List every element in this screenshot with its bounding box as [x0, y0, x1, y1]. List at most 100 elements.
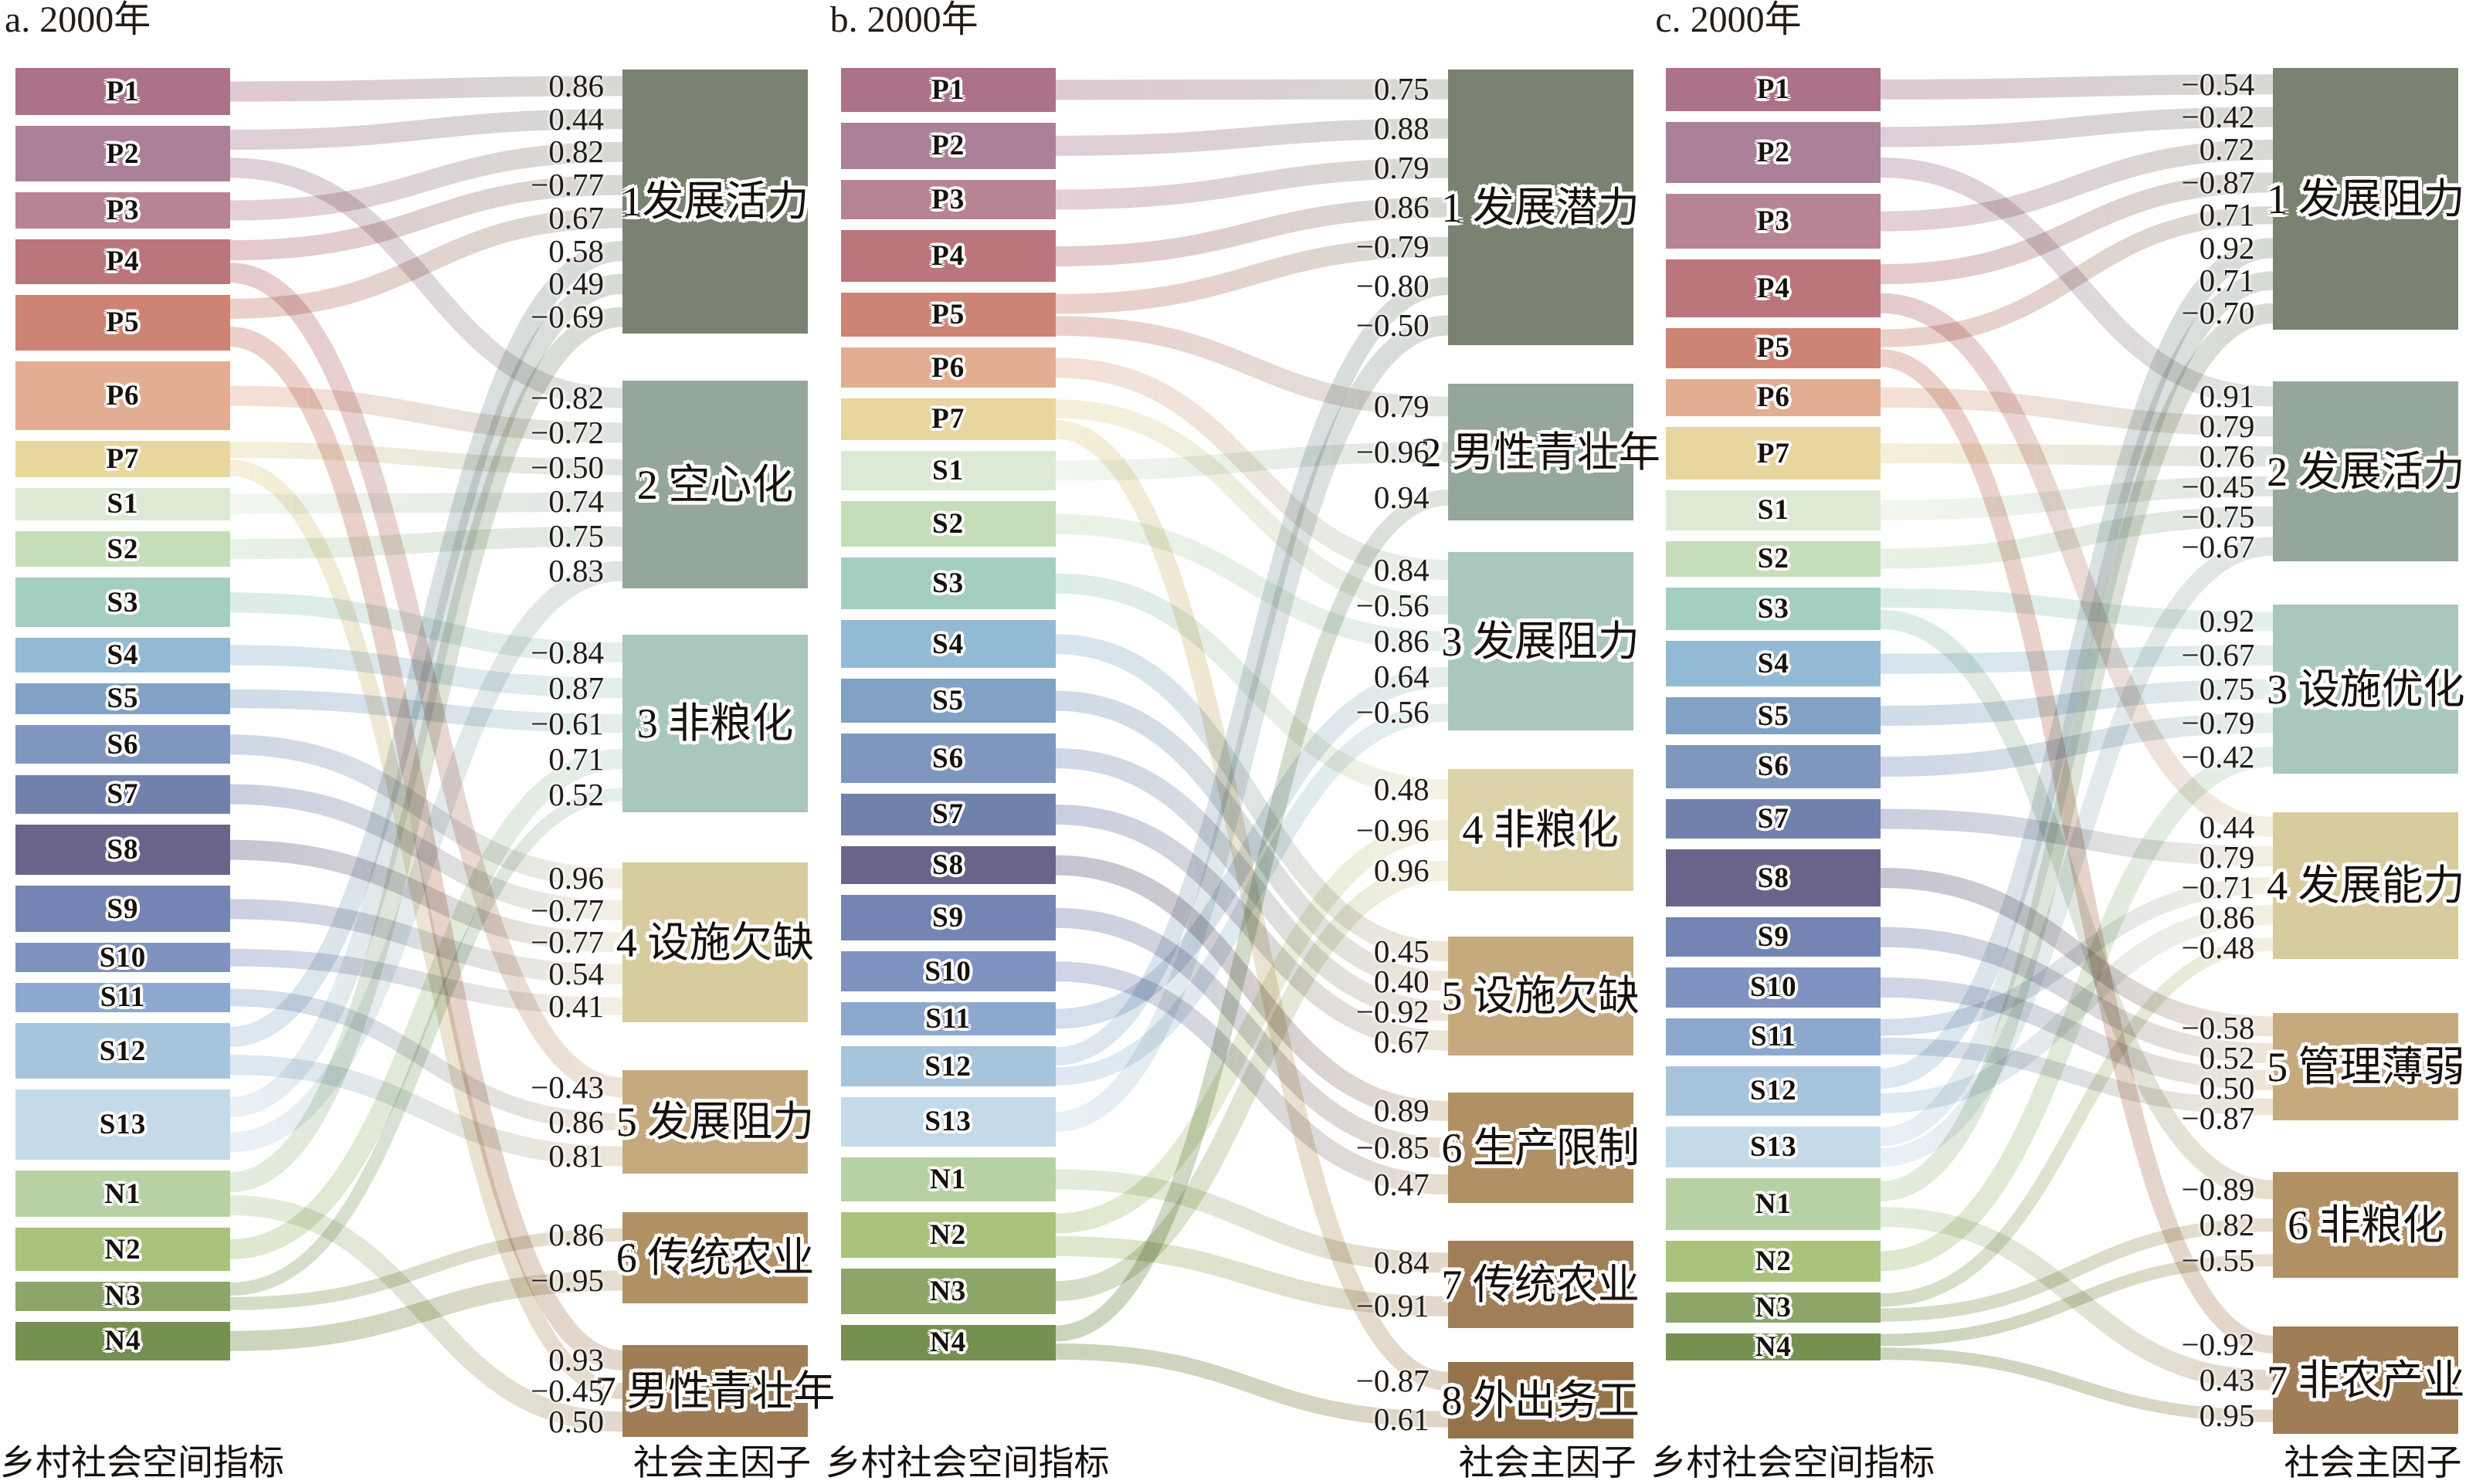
- indicator-bar-p7: P7: [15, 441, 230, 477]
- loading-value: −0.50: [1355, 307, 1430, 344]
- flow-ribbon: [1055, 634, 1448, 962]
- indicator-label: S9: [1757, 921, 1789, 954]
- indicator-label: N1: [104, 1177, 141, 1210]
- indicator-bar-p3: P3: [15, 192, 230, 229]
- factor-box-6: 6 生产限制: [1441, 1093, 1640, 1203]
- factor-label: 2 男性青壮年: [1420, 429, 1660, 476]
- indicator-label: S1: [1757, 494, 1789, 527]
- indicator-label: S10: [99, 941, 147, 974]
- loading-value: 0.87: [548, 669, 604, 706]
- indicator-label: P5: [106, 307, 140, 339]
- indicator-bar-s13: S13: [15, 1089, 230, 1160]
- flow-ribbon: [1881, 172, 2274, 285]
- indicator-label: S5: [107, 683, 139, 715]
- factor-label: 7 传统农业: [1441, 1261, 1640, 1308]
- indicator-bar-s9: S9: [1666, 916, 1881, 957]
- right-axis-label: 社会主因子: [1458, 1443, 1637, 1482]
- factor-loadings: −0.58 0.52 0.50 −0.87: [2052, 1010, 2255, 1134]
- loading-value: −0.61: [531, 705, 604, 741]
- indicator-label: S5: [1757, 700, 1789, 732]
- loading-value: 0.58: [548, 232, 604, 269]
- indicator-bar-n3: N3: [840, 1268, 1056, 1314]
- loading-value: 0.88: [1373, 110, 1430, 147]
- factor-loadings: −0.54 −0.42 0.72 −0.87 0.71 0.92 0.71 −0.70: [2052, 68, 2254, 330]
- loading-value: 0.79: [1373, 150, 1430, 186]
- loading-value: 0.86: [1373, 623, 1430, 659]
- factor-loadings: 0.93 −0.45 0.50: [402, 1342, 604, 1439]
- flow-ribbon: [1881, 905, 2274, 1113]
- factor-box-2: 2 男性青壮年: [1420, 384, 1660, 520]
- loading-value: 0.41: [548, 988, 604, 1024]
- loading-value: −0.92: [1355, 993, 1430, 1029]
- loading-value: 0.75: [1373, 71, 1430, 107]
- indicator-bar-s7: S7: [15, 774, 230, 814]
- flow-ribbon: [1881, 645, 2274, 674]
- flow-ribbon: [1055, 357, 1448, 581]
- loading-value: 0.50: [548, 1403, 604, 1439]
- flow-ribbon: [229, 158, 623, 408]
- indicator-bar-s11: S11: [1666, 1018, 1881, 1055]
- indicator-label: P4: [1756, 273, 1790, 305]
- flow-ribbon: [229, 988, 623, 1131]
- flow-ribbons: [1054, 79, 1449, 1428]
- factor-label: 6 非粮化: [2288, 1201, 2444, 1249]
- flow-ribbon: [229, 109, 623, 151]
- indicator-label: S9: [107, 893, 139, 925]
- loading-value: 0.93: [548, 1342, 604, 1378]
- flow-ribbon: [1881, 157, 2274, 407]
- indicator-bar-p7: P7: [840, 398, 1056, 440]
- indicator-label: S13: [1750, 1131, 1797, 1164]
- loading-value: −0.56: [1355, 694, 1430, 730]
- indicator-label: N4: [104, 1325, 141, 1357]
- factor-label: 7 非农产业: [2267, 1357, 2465, 1404]
- flow-ribbon: [1055, 118, 1448, 156]
- flow-ribbon: [229, 442, 623, 476]
- flow-ribbon: [229, 526, 623, 560]
- indicator-bar-p3: P3: [840, 179, 1056, 220]
- loading-value: 0.72: [2199, 131, 2255, 168]
- indicator-bar-s10: S10: [840, 951, 1056, 991]
- factor-loadings: 0.79 −0.96 0.94: [1227, 384, 1430, 520]
- indicator-label: S2: [1757, 543, 1789, 575]
- flow-ribbon: [1055, 315, 1449, 1132]
- flow-ribbon: [1055, 907, 1448, 1158]
- indicator-label: S10: [1750, 971, 1797, 1004]
- loading-value: −0.87: [1355, 1363, 1430, 1399]
- indicator-bar-s9: S9: [15, 886, 230, 933]
- loading-value: −0.79: [1355, 229, 1430, 265]
- indicator-label: P3: [106, 195, 140, 227]
- indicator-label: S7: [1757, 802, 1789, 835]
- indicator-bar-s1: S1: [15, 487, 230, 521]
- indicator-label: P6: [106, 380, 140, 412]
- loading-value: −0.54: [2181, 66, 2255, 102]
- indicator-label: S2: [107, 533, 139, 565]
- indicator-bar-n3: N3: [1666, 1293, 1881, 1323]
- indicator-bar-p1: P1: [840, 68, 1056, 112]
- factor-box-6: 6 非粮化: [2273, 1172, 2459, 1278]
- factor-box-7: 7 男性青壮年: [595, 1345, 835, 1437]
- loading-value: −0.58: [2181, 1010, 2255, 1045]
- loading-value: −0.75: [2181, 498, 2255, 534]
- flow-ribbon: [1054, 420, 1449, 1391]
- loading-value: 0.40: [1373, 963, 1430, 999]
- flow-ribbon: [229, 327, 623, 1370]
- loading-value: 0.86: [1373, 189, 1430, 225]
- panel-title: b. 2000年: [829, 0, 979, 40]
- factor-box-7: 7 非农产业: [2267, 1326, 2465, 1434]
- indicator-label: S8: [107, 834, 139, 866]
- indicator-label: S1: [107, 488, 139, 520]
- indicator-bar-p5: P5: [840, 293, 1056, 337]
- indicator-label: S11: [1751, 1021, 1796, 1053]
- loading-value: 0.92: [2199, 603, 2255, 639]
- indicator-label: P5: [931, 299, 965, 331]
- indicator-label: N2: [104, 1233, 141, 1265]
- loading-value: −0.55: [2181, 1242, 2255, 1278]
- flow-ribbon: [229, 948, 623, 1015]
- panel-title: c. 2000年: [1655, 0, 1802, 40]
- indicator-label: P6: [1756, 381, 1790, 414]
- flow-ribbon: [1881, 107, 2274, 147]
- loading-value: −0.82: [531, 379, 604, 415]
- indicator-label: S4: [932, 628, 965, 660]
- flow-ribbon: [1881, 1207, 2274, 1391]
- indicator-label: P2: [106, 137, 140, 170]
